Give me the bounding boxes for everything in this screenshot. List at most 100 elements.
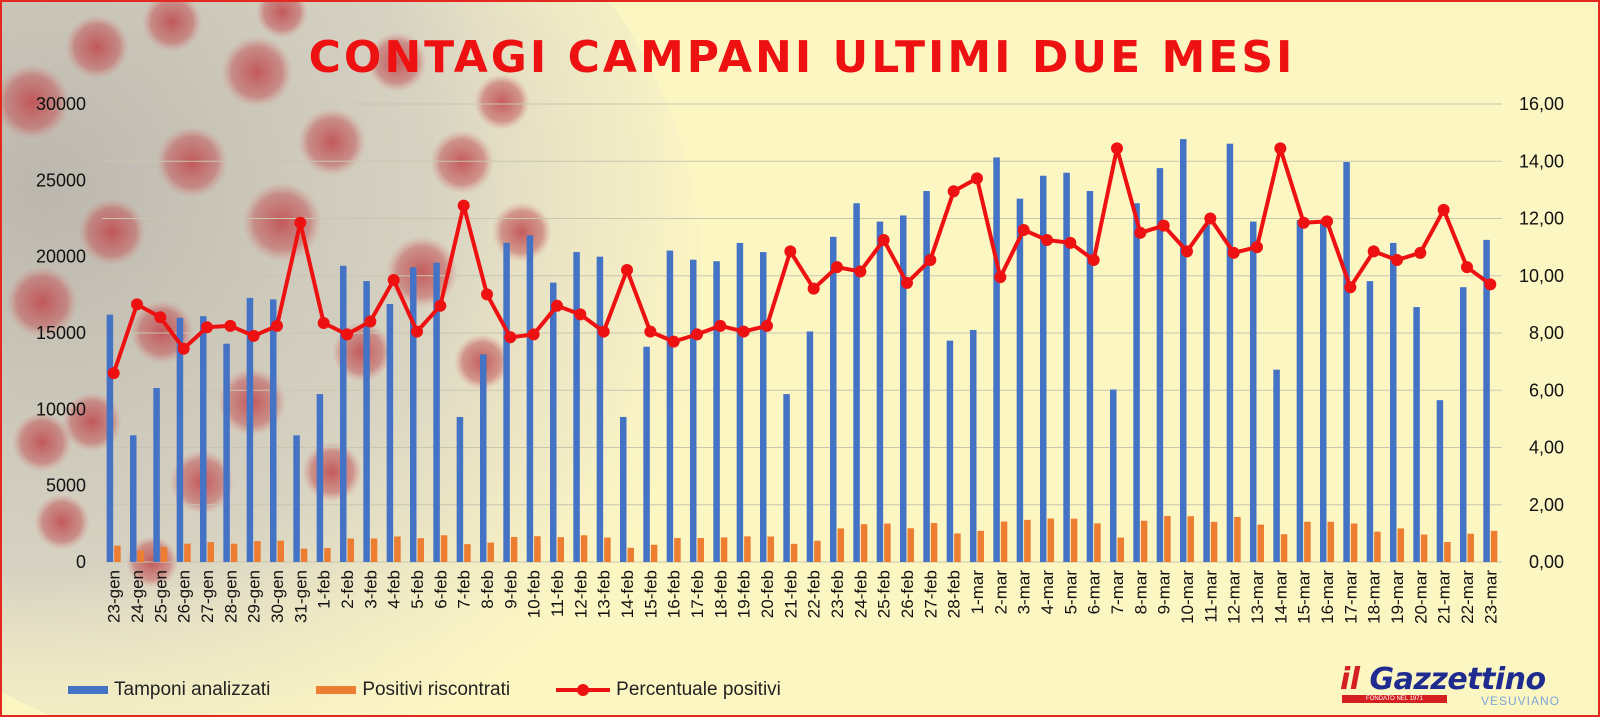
x-axis-tick-label: 10-feb [525,570,544,618]
bar-tamponi [713,261,720,562]
percentuale-point [971,172,983,185]
bar-positivi [930,523,938,562]
percentuale-line [111,146,1492,374]
bar-tamponi [1133,203,1140,562]
bar-positivi [907,528,914,562]
bar-tamponi [1343,162,1350,562]
percentuale-point [901,276,913,289]
percentuale-point [1414,246,1427,259]
bar-tamponi [176,317,184,562]
bar-positivi [300,548,308,562]
bar-tamponi [1180,139,1187,562]
bar-tamponi [783,394,790,562]
bar-positivi [1234,516,1241,562]
x-axis-tick-label: 14-mar [1271,570,1290,624]
bar-tamponi [1156,168,1164,562]
percentuale-point [1227,246,1240,259]
bar-positivi [114,545,121,562]
bar-tamponi [1273,369,1280,562]
x-axis-tick-label: 23-mar [1481,570,1500,624]
x-axis-tick-label: 12-feb [571,570,590,618]
percentuale-point [994,271,1007,284]
percentuale-point [691,328,703,341]
x-axis-tick-label: 6-mar [1085,570,1104,615]
percentuale-point [924,254,937,267]
bar-tamponi [1016,198,1024,563]
bar-tamponi [1413,307,1420,562]
percentuale-point [761,319,773,332]
legend-swatch-tamponi [68,686,108,694]
bar-tamponi [596,256,604,562]
bar-tamponi [480,354,487,562]
percentuale-point [574,308,587,321]
x-axis-tick-label: 3-feb [361,570,380,609]
bar-series [106,139,1498,563]
bar-tamponi [1040,175,1047,562]
bar-positivi [230,543,238,562]
bar-tamponi [316,394,324,562]
x-axis-tick-label: 7-feb [455,570,474,609]
bar-tamponi [293,435,300,562]
x-axis-tick-label: 8-feb [478,570,497,609]
bar-tamponi [690,259,697,562]
x-axis-tick-label: 9-feb [501,570,520,609]
x-axis-tick-label: 27-feb [921,570,940,618]
bar-tamponi [503,242,510,562]
x-axis-tick-label: 21-mar [1435,570,1454,624]
bar-positivi [604,537,611,562]
bar-positivi [1280,534,1288,562]
x-axis-tick-label: 26-gen [175,570,194,623]
bar-tamponi [1483,239,1490,562]
x-axis-tick-label: 14-feb [618,570,637,618]
bar-positivi [1140,520,1148,562]
x-axis-tick-label: 20-mar [1411,570,1430,624]
x-axis-tick-label: 17-feb [688,570,707,618]
x-axis-tick-label: 8-mar [1131,570,1150,615]
right-axis-tick-label: 8,00 [1529,323,1564,343]
percentuale-point [411,325,423,338]
percentuale-point [947,185,960,198]
bar-tamponi [993,157,1000,562]
percentuale-point [177,342,190,355]
bar-positivi [1327,521,1334,562]
bar-tamponi [550,282,557,562]
percentuale-point [1484,278,1497,291]
percentuale-point [504,331,517,344]
bar-tamponi [270,299,277,562]
bar-tamponi [223,343,230,562]
bar-tamponi [946,340,954,562]
x-axis-tick-label: 11-feb [548,570,567,617]
logo-tagline: FONDATO NEL 1971 [1342,695,1447,703]
bar-tamponi [456,416,464,562]
bar-positivi [1397,528,1404,562]
bar-positivi [184,543,191,562]
x-axis-tick-label: 6-feb [431,570,450,609]
x-axis-tick-label: 13-mar [1248,570,1267,624]
percentuale-point [1064,236,1077,249]
bar-tamponi [1296,220,1304,562]
bar-positivi [1444,542,1451,562]
percentuale-point [1181,245,1193,258]
percentuale-point [131,298,143,311]
percentuale-point [341,328,353,341]
percentuale-point [1087,254,1100,267]
bar-positivi [1420,534,1428,562]
percentuale-point [481,288,493,301]
left-axis-tick-label: 20000 [36,247,86,267]
bar-positivi [580,535,588,562]
right-axis-tick-label: 0,00 [1529,552,1564,572]
percentuale-point [1437,203,1450,216]
percentuale-point [597,325,610,338]
x-axis-tick-label: 24-feb [851,570,870,618]
legend-swatch-percentuale [556,684,611,696]
percentuale-point [737,325,750,338]
bar-tamponi [923,191,930,562]
bar-positivi [1094,523,1101,562]
bar-tamponi [246,297,254,562]
bar-positivi [277,540,284,562]
bar-tamponi [1226,143,1234,562]
legend-item-tamponi: Tamponi analizzati [68,679,270,701]
right-axis-tick-label: 4,00 [1529,438,1564,458]
percentuale-point [644,325,657,338]
